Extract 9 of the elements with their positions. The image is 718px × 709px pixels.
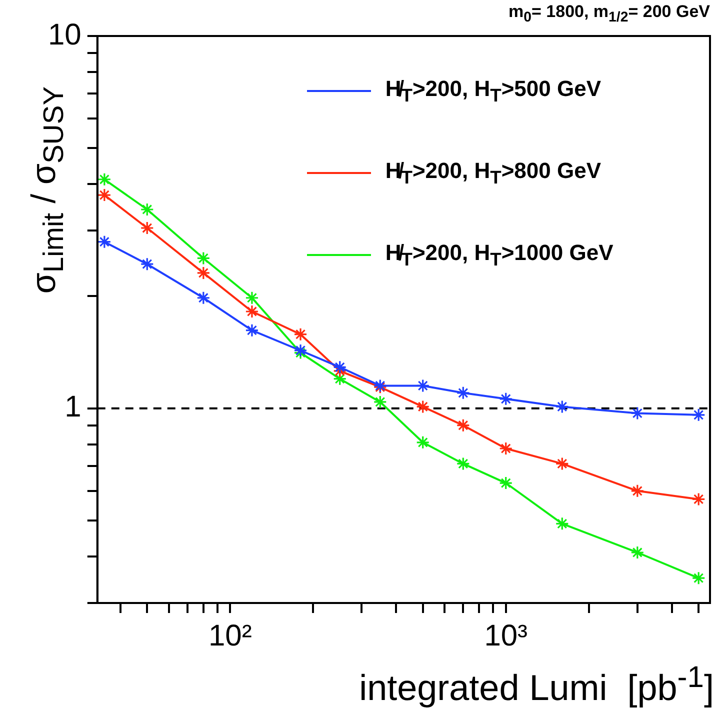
y-tick-label: 1 (64, 390, 82, 424)
x-tick-label: 10² (208, 619, 252, 652)
x-tick-label: 10³ (484, 619, 528, 652)
legend-label: H̸$_{T}$>200, H$_{T}$>500 GeV (385, 76, 602, 106)
y-tick-label: 10 (48, 18, 82, 52)
x-axis-title: integrated Lumi [pb$^{-1}$] (359, 661, 714, 709)
legend-label: H̸$_{T}$>200, H$_{T}$>1000 GeV (385, 240, 614, 270)
legend-label: H̸$_{T}$>200, H$_{T}$>800 GeV (385, 158, 602, 188)
chart-title: m$_{0}$= 1800, m$_{1/2}$= 200 GeV (508, 2, 710, 26)
